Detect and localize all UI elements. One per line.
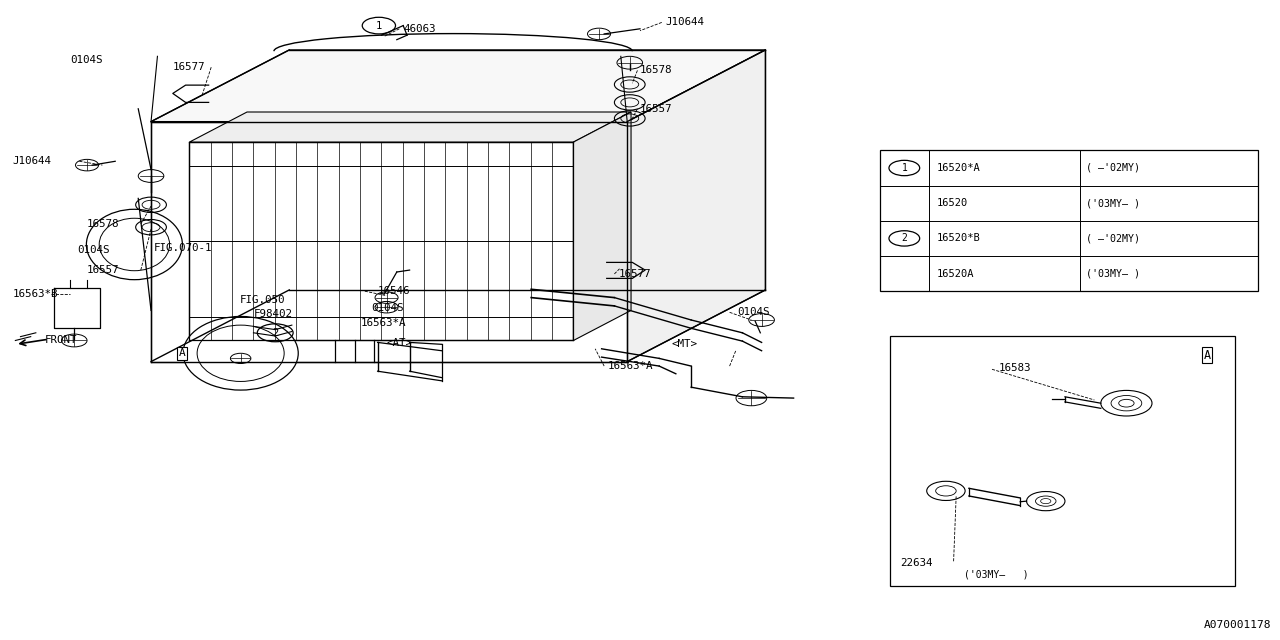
- Text: 0104S: 0104S: [371, 303, 403, 314]
- Text: FIG.050: FIG.050: [239, 294, 285, 305]
- Text: 16577: 16577: [618, 269, 650, 279]
- Text: J10644: J10644: [666, 17, 704, 28]
- Text: 16557: 16557: [640, 104, 672, 114]
- Text: FRONT: FRONT: [45, 335, 77, 346]
- Text: ('03MY– ): ('03MY– ): [1085, 269, 1140, 278]
- Text: 0104S: 0104S: [77, 244, 109, 255]
- Text: 16563*A: 16563*A: [608, 361, 654, 371]
- Text: 16563*B: 16563*B: [13, 289, 59, 300]
- Polygon shape: [151, 122, 627, 362]
- Text: 22634: 22634: [900, 558, 932, 568]
- Text: 0104S: 0104S: [737, 307, 769, 317]
- Text: 16520*B: 16520*B: [937, 234, 980, 243]
- Text: A: A: [178, 348, 186, 358]
- Text: 16520: 16520: [937, 198, 968, 208]
- Polygon shape: [627, 50, 765, 362]
- Ellipse shape: [183, 316, 298, 390]
- Polygon shape: [189, 112, 631, 142]
- Text: ( –'02MY): ( –'02MY): [1085, 234, 1140, 243]
- Text: 16578: 16578: [87, 219, 119, 229]
- Text: 2: 2: [901, 234, 908, 243]
- Text: 16557: 16557: [87, 265, 119, 275]
- Text: F98402: F98402: [253, 308, 292, 319]
- Text: J10644: J10644: [13, 156, 51, 166]
- Text: <AT>: <AT>: [387, 338, 412, 348]
- Polygon shape: [189, 142, 573, 340]
- Text: ('03MY–   ): ('03MY– ): [964, 569, 1028, 579]
- Bar: [890, 336, 1235, 586]
- Text: 1: 1: [901, 163, 908, 173]
- Text: 2: 2: [273, 328, 278, 338]
- Polygon shape: [573, 112, 631, 340]
- Text: 16520*A: 16520*A: [937, 163, 980, 173]
- Text: 0104S: 0104S: [70, 55, 102, 65]
- Text: 16583: 16583: [998, 363, 1030, 373]
- Text: <MT>: <MT>: [672, 339, 698, 349]
- Text: 16520A: 16520A: [937, 269, 974, 278]
- Text: 16578: 16578: [640, 65, 672, 76]
- Text: 16577: 16577: [173, 62, 205, 72]
- Text: 1: 1: [376, 20, 381, 31]
- Text: A070001178: A070001178: [1203, 620, 1271, 630]
- Bar: [881, 150, 1257, 291]
- Text: ( –'02MY): ( –'02MY): [1085, 163, 1140, 173]
- Text: ('03MY– ): ('03MY– ): [1085, 198, 1140, 208]
- Polygon shape: [151, 50, 765, 122]
- Text: 16563*A: 16563*A: [361, 317, 407, 328]
- Text: 46063: 46063: [403, 24, 435, 34]
- Text: FIG.070-1: FIG.070-1: [154, 243, 212, 253]
- Text: 16546: 16546: [378, 286, 410, 296]
- Text: A: A: [1203, 349, 1211, 362]
